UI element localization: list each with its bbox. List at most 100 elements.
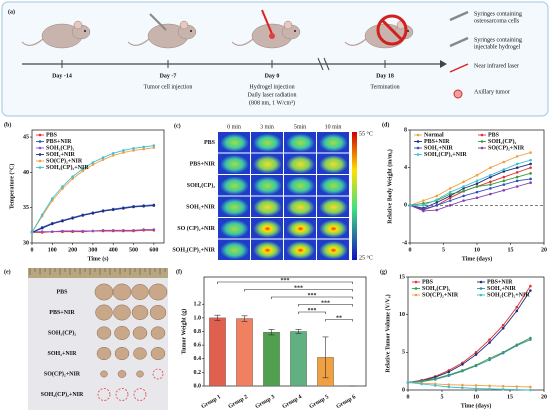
data-point — [447, 385, 451, 389]
significance-label: *** — [308, 293, 317, 299]
data-point — [71, 229, 74, 233]
row-label: SOH₂(CP)₂ — [48, 329, 76, 336]
x-tick-label: 10 — [474, 247, 480, 253]
thermal-spot — [220, 155, 249, 174]
no-sign-bar — [380, 18, 404, 42]
significance-bracket — [298, 304, 353, 307]
data-point — [489, 173, 492, 177]
legend-label: SOH₂(CP)₂ — [422, 285, 450, 292]
mouse-tail — [344, 38, 367, 46]
y-tick-label: 0.6 — [194, 343, 202, 349]
data-point — [515, 166, 519, 169]
tumor-empty — [115, 388, 129, 401]
panel-frame — [1, 1, 549, 117]
data-point — [529, 166, 532, 169]
data-point — [475, 196, 479, 200]
y-tick-label: -4 — [402, 240, 407, 246]
legend-marker — [38, 133, 42, 137]
data-point — [61, 229, 64, 233]
data-point — [529, 181, 532, 185]
tumor — [136, 370, 144, 378]
error-bar — [268, 329, 275, 336]
data-point — [448, 190, 452, 194]
tumor-empty — [97, 388, 111, 401]
data-point — [529, 284, 532, 288]
data-point — [515, 309, 519, 313]
data-point — [515, 179, 519, 183]
data-point — [501, 351, 505, 355]
thermal-spot — [286, 219, 315, 238]
day-label: Day 0 — [265, 73, 280, 79]
data-point — [422, 202, 425, 205]
mouse-eye — [84, 30, 86, 32]
y-tick-label: 30 — [23, 240, 29, 246]
data-point — [501, 387, 505, 391]
row-label: PBS — [204, 140, 216, 146]
tumor — [100, 370, 108, 378]
syringe — [149, 13, 167, 31]
legend-label: PBS+NIR — [46, 139, 72, 145]
y-axis-label: Relative Body Weight (m/m₀) — [386, 149, 393, 224]
legend-label: SO(CP)₂+NIR — [488, 144, 525, 151]
y-axis-label: Temperature (°C) — [8, 164, 15, 210]
significance-label: *** — [281, 278, 290, 284]
data-point — [152, 144, 156, 147]
data-point — [91, 212, 95, 215]
data-point — [448, 204, 452, 207]
data-point — [515, 388, 519, 391]
legend-text: Syringes containing — [474, 37, 522, 43]
data-point — [475, 179, 479, 183]
row-label: SOH₂+NIR — [48, 351, 78, 357]
data-point — [529, 162, 532, 166]
legend-label: SOH₂(CP)₂+NIR — [424, 151, 467, 158]
column-header: 3 min — [260, 124, 274, 130]
legend-marker — [416, 153, 420, 156]
timeline-arrow — [440, 60, 447, 68]
series-line — [409, 163, 531, 209]
row-label: PBS+NIR — [49, 310, 75, 316]
data-point — [489, 166, 492, 169]
data-point — [91, 229, 95, 233]
thermal-spot — [220, 198, 249, 217]
data-point — [81, 229, 85, 233]
data-point — [515, 171, 519, 174]
series-line — [31, 205, 154, 233]
data-point — [488, 387, 491, 391]
data-point — [529, 151, 532, 154]
laser-beam — [261, 9, 273, 35]
data-point — [101, 209, 105, 213]
data-point — [435, 208, 439, 212]
data-point — [501, 384, 505, 388]
series-line — [407, 382, 531, 388]
tumor — [96, 346, 112, 361]
data-point — [461, 363, 464, 366]
data-point — [71, 216, 74, 220]
y-tick-label: 10 — [399, 312, 405, 318]
x-tick-label: 0 — [407, 394, 410, 400]
data-point — [71, 177, 74, 181]
x-tick-label: Group 1 — [200, 394, 222, 410]
data-point — [408, 204, 412, 207]
thermal-spot — [319, 241, 348, 260]
x-tick-label: 5 — [441, 394, 444, 400]
data-point — [111, 228, 115, 232]
mouse-tail — [231, 38, 254, 46]
data-point — [40, 230, 44, 233]
data-point — [91, 163, 95, 166]
panel-label: (b) — [4, 121, 11, 128]
data-point — [142, 145, 145, 149]
day-label: Day 18 — [376, 73, 394, 79]
significance-bracket — [244, 289, 353, 292]
data-point — [406, 381, 410, 384]
data-point — [447, 370, 451, 374]
legend-marker — [480, 140, 484, 143]
legend-marker — [479, 287, 483, 290]
legend-text: Axillary tumor — [474, 89, 510, 95]
panel-label: (f) — [176, 268, 182, 275]
data-point — [152, 228, 156, 231]
data-point — [435, 201, 439, 204]
x-tick-label: Group 6 — [335, 394, 357, 410]
series-line — [409, 178, 531, 210]
thermal-spot — [319, 219, 348, 238]
